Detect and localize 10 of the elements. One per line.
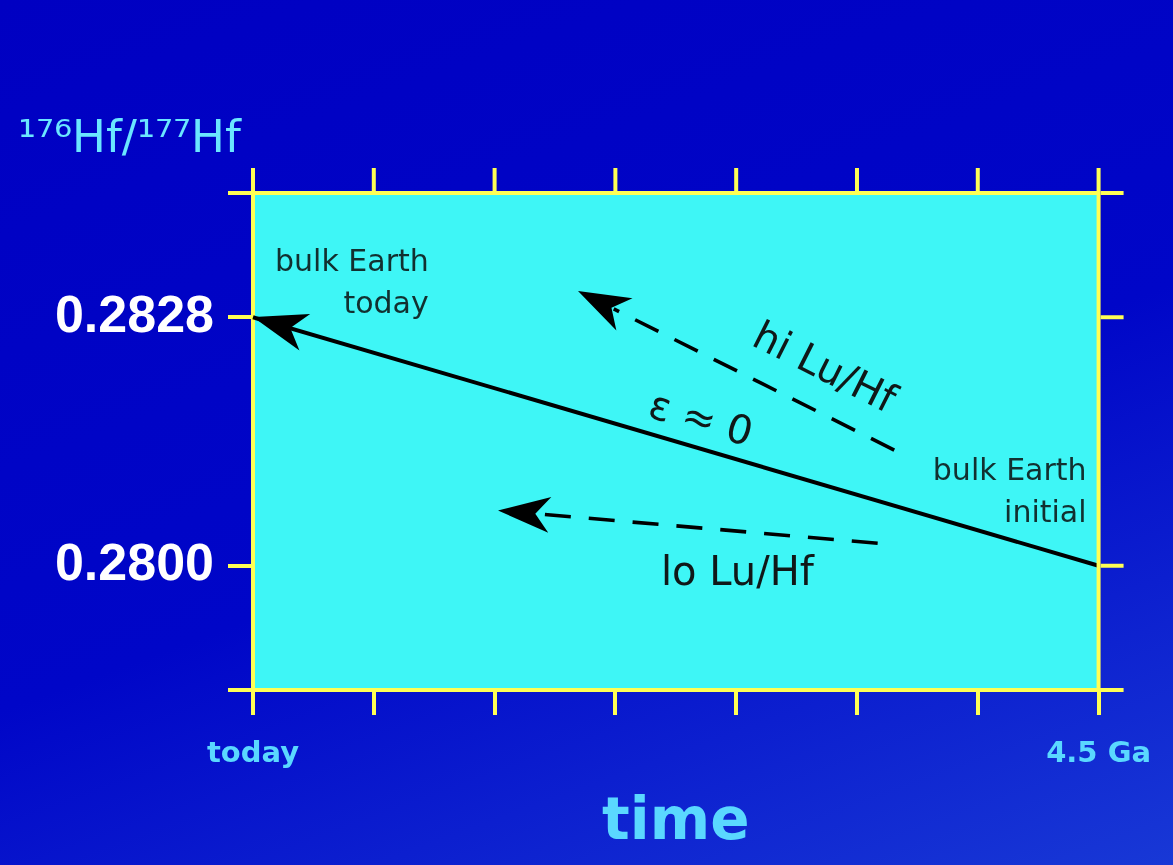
annotation: bulk Earth initial — [932, 451, 1087, 529]
x-axis-title: time — [602, 785, 750, 854]
y-tick-label: 0.2800 — [54, 533, 214, 592]
annotation: bulk Earth today — [275, 243, 429, 321]
annotation: lo Lu/Hf — [660, 548, 815, 595]
y-axis-title: ¹⁷⁶Hf/¹⁷⁷Hf — [18, 110, 241, 164]
y-tick-label: 0.2828 — [54, 284, 214, 343]
legend-label: ε ≈ 0 — [643, 381, 759, 456]
x-tick-label: 4.5 Ga — [1046, 734, 1151, 769]
x-tick-label: today — [206, 734, 300, 769]
